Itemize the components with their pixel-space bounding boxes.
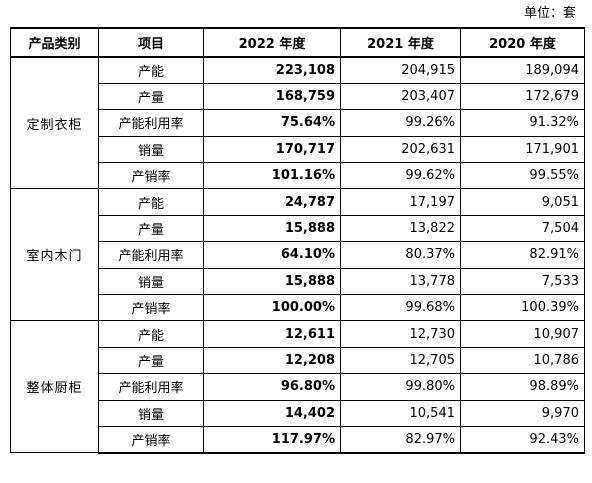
item-cell: 销量 [98,267,204,296]
item-cell: 产销率 [98,162,204,190]
table-header-row: 产品类别 项目 2022 年度 2021 年度 2020 年度 [10,27,585,58]
category-cell: 定制衣柜 [10,56,99,190]
value-2021-cell: 17,197 [340,188,461,216]
category-cell: 整体厨柜 [10,320,99,454]
value-2020-cell: 100.39% [460,294,585,322]
value-2021-cell: 99.68% [340,294,461,322]
value-2022-cell: 12,208 [203,346,341,375]
value-2021-cell: 99.62% [340,162,461,190]
item-cell: 产能利用率 [98,373,204,401]
value-2022-cell: 101.16% [203,162,341,190]
value-2022-cell: 100.00% [203,294,341,322]
value-2021-cell: 99.26% [340,109,461,137]
table-body: 定制衣柜 产能 223,108 204,915 189,094 产量 168,759 203,… [10,56,585,454]
value-2021-cell: 80.37% [340,241,461,269]
item-cell: 产量 [98,346,204,375]
value-2022-cell: 24,787 [203,188,341,216]
table-row: 整体厨柜 产能 12,611 12,730 10,907 [10,320,585,454]
table-row: 产销率 101.16% 99.62% 99.55% [11,162,585,190]
value-2020-cell: 171,901 [460,135,585,164]
value-2022-cell: 168,759 [203,82,341,111]
value-2022-cell: 223,108 [203,56,341,84]
item-cell: 产销率 [98,425,204,454]
value-2022-cell: 64.10% [203,241,341,269]
item-cell: 销量 [98,135,204,164]
item-cell: 产量 [98,82,204,111]
item-cell: 产能 [98,320,204,348]
value-2020-cell: 10,786 [460,346,585,375]
value-2020-cell: 7,504 [460,214,585,243]
value-2021-cell: 12,730 [340,320,461,348]
value-2022-cell: 15,888 [203,214,341,243]
header-2022: 2022 年度 [203,27,341,58]
value-2022-cell: 117.97% [203,425,341,454]
value-2022-cell: 170,717 [203,135,341,164]
value-2021-cell: 99.80% [340,373,461,401]
value-2022-cell: 15,888 [203,267,341,296]
table-row: 销量 15,888 13,778 7,533 [11,267,585,296]
header-item: 项目 [98,27,204,58]
unit-label: 单位：套 [523,6,576,21]
value-2021-cell: 203,407 [340,82,461,111]
header-2020: 2020 年度 [460,27,585,58]
value-2020-cell: 98.89% [460,373,585,401]
header-category: 产品类别 [10,27,99,58]
value-2022-cell: 14,402 [203,399,341,427]
value-2020-cell: 92.43% [460,425,585,454]
value-2021-cell: 13,822 [340,214,461,243]
item-cell: 产量 [98,214,204,243]
value-2020-cell: 91.32% [460,109,585,137]
value-2021-cell: 204,915 [340,56,461,84]
value-2020-cell: 9,970 [460,399,585,427]
table-row: 室内木门 产能 24,787 17,197 9,051 [10,188,585,322]
table-row: 销量 170,717 202,631 171,901 [11,135,585,164]
header-2021: 2021 年度 [340,27,461,58]
table-row: 销量 14,402 10,541 9,970 [11,399,585,427]
table-row: 产销率 117.97% 82.97% 92.43% [11,425,585,454]
value-2020-cell: 172,679 [460,82,585,111]
value-2020-cell: 7,533 [460,267,585,296]
table-row: 产能利用率 64.10% 80.37% 82.91% [11,241,585,269]
item-cell: 产能利用率 [98,241,204,269]
item-cell: 产能利用率 [98,109,204,137]
category-cell: 室内木门 [10,188,99,322]
value-2021-cell: 10,541 [340,399,461,427]
value-2021-cell: 13,778 [340,267,461,296]
item-cell: 产销率 [98,294,204,322]
table-row: 产量 168,759 203,407 172,679 [11,82,585,111]
table-row: 产量 15,888 13,822 7,504 [11,214,585,243]
value-2021-cell: 202,631 [340,135,461,164]
item-cell: 产能 [98,56,204,84]
table-row: 定制衣柜 产能 223,108 204,915 189,094 [10,56,585,190]
value-2020-cell: 9,051 [460,188,585,216]
value-2020-cell: 189,094 [460,56,585,84]
capacity-production-sales-table: 产品类别 项目 2022 年度 2021 年度 2020 年度 定制衣柜 产能 22… [10,27,585,454]
value-2021-cell: 82.97% [340,425,461,454]
table-row: 产能利用率 75.64% 99.26% 91.32% [11,109,585,137]
item-cell: 产能 [98,188,204,216]
value-2022-cell: 75.64% [203,109,341,137]
value-2020-cell: 10,907 [460,320,585,348]
value-2022-cell: 12,611 [203,320,341,348]
table-row: 产销率 100.00% 99.68% 100.39% [11,294,585,322]
value-2020-cell: 99.55% [460,162,585,190]
value-2021-cell: 12,705 [340,346,461,375]
value-2022-cell: 96.80% [203,373,341,401]
item-cell: 销量 [98,399,204,427]
value-2020-cell: 82.91% [460,241,585,269]
